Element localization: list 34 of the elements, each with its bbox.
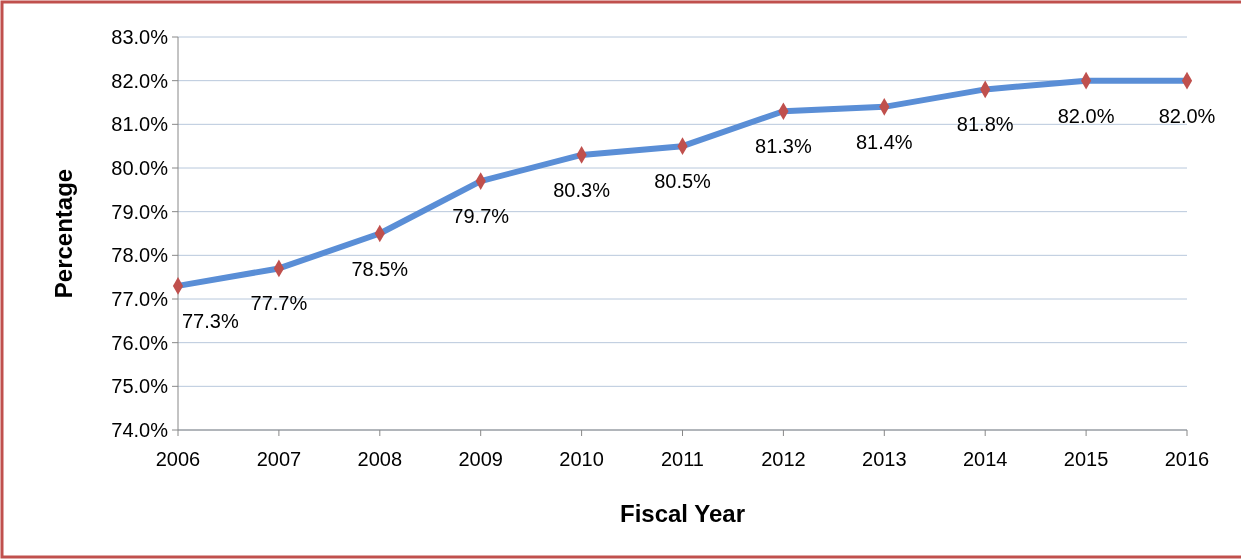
y-tick-label: 82.0% <box>111 69 169 92</box>
y-tick-label: 80.0% <box>111 157 169 179</box>
data-label: 77.3% <box>182 309 239 332</box>
x-tick-label: 2012 <box>761 448 806 470</box>
x-tick-label: 2016 <box>1164 448 1210 470</box>
x-tick-label: 2006 <box>155 448 201 470</box>
data-label: 81.4% <box>855 130 913 153</box>
data-label: 79.7% <box>452 205 510 228</box>
y-tick-label: 78.0% <box>111 244 169 267</box>
x-tick-label: 2014 <box>962 448 1008 470</box>
x-tick-label: 2009 <box>458 448 503 470</box>
x-tick-label: 2015 <box>1063 448 1109 470</box>
data-label: 80.3% <box>553 178 611 201</box>
x-tick-label: 2007 <box>256 448 302 470</box>
x-tick-label: 2010 <box>559 448 604 470</box>
data-label: 78.5% <box>351 257 409 280</box>
y-tick-label: 83.0% <box>111 26 169 48</box>
y-tick-label: 77.0% <box>111 288 169 310</box>
x-tick-label: 2011 <box>660 448 705 470</box>
y-tick-label: 79.0% <box>111 200 169 223</box>
y-axis-title: Percentage <box>50 168 77 299</box>
data-label: 81.3% <box>755 135 812 158</box>
x-tick-label: 2013 <box>862 448 907 470</box>
data-label: 80.5% <box>654 170 712 193</box>
data-label: 82.0% <box>1057 104 1115 127</box>
y-tick-label: 76.0% <box>111 331 169 354</box>
x-axis-title: Fiscal Year <box>620 500 745 527</box>
data-label: 77.7% <box>250 292 308 315</box>
data-label: 82.0% <box>1158 104 1216 127</box>
y-tick-label: 81.0% <box>111 113 169 136</box>
x-tick-label: 2008 <box>357 448 403 470</box>
y-tick-label: 75.0% <box>111 375 169 398</box>
y-tick-label: 74.0% <box>111 419 169 441</box>
data-label: 81.8% <box>956 113 1014 136</box>
